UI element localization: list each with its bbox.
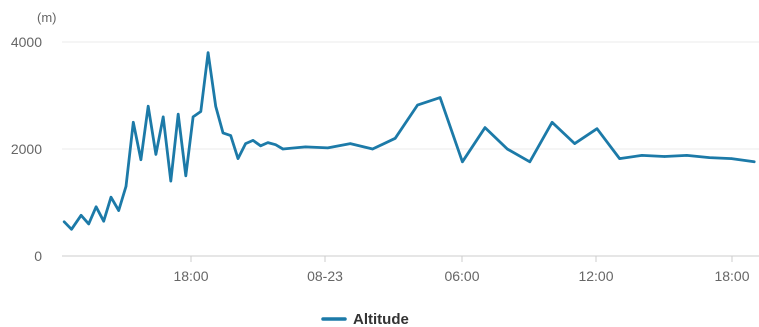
altitude-point [206,51,210,54]
altitude-point [251,139,255,142]
altitude-series-line [62,51,756,231]
altitude-point [70,228,73,231]
y-tick-label: 2000 [11,141,42,157]
altitude-point [229,134,232,137]
altitude-point [169,179,172,183]
x-tick-label: 12:00 [578,268,613,284]
altitude-point [259,144,262,147]
altitude-point [326,146,329,150]
altitude-point [394,137,397,140]
altitude-point [94,205,98,208]
altitude-point [62,220,66,223]
altitude-point [304,145,307,149]
altitude-point [371,147,374,151]
altitude-point [177,113,180,116]
altitude-point [753,160,756,163]
altitude-point [221,131,225,135]
altitude-point [438,96,442,99]
altitude-point [109,196,113,199]
altitude-point [124,185,128,188]
altitude-point [528,160,531,163]
altitude-point [550,121,554,124]
altitude-point [416,103,419,107]
gridlines [62,41,759,257]
altitude-point [618,157,621,160]
y-axis-unit-label: (m) [37,10,57,25]
altitude-point [184,174,187,177]
x-tick-label: 18:00 [714,268,749,284]
altitude-point [244,142,247,145]
altitude-point [663,155,666,158]
altitude-point [640,154,644,157]
altitude-point [708,156,711,159]
y-tick-label: 4000 [11,34,42,50]
altitude-point [236,157,240,160]
legend-label-altitude[interactable]: Altitude [353,311,409,327]
altitude-point [199,110,202,113]
altitude-data-points [62,51,756,231]
altitude-point [266,141,270,144]
altitude-point [281,147,285,151]
x-axis-ticks: 18:00 08-23 06:00 12:00 18:00 [173,256,750,284]
altitude-point [274,143,277,146]
altitude-point [132,121,135,124]
altitude-point [154,153,158,156]
y-tick-label: 0 [34,248,42,264]
legend[interactable]: Altitude [321,311,409,327]
altitude-point [685,154,688,157]
altitude-point [139,158,143,161]
altitude-point [461,160,464,163]
altitude-point [506,147,509,151]
altitude-point [162,115,165,119]
altitude-point [79,214,83,217]
altitude-point [214,105,217,108]
altitude-point [730,157,733,160]
altitude-point [349,142,352,145]
altitude-point [573,142,576,145]
x-tick-label: 06:00 [444,268,479,284]
x-tick-label: 08-23 [307,268,343,284]
altitude-point [595,127,599,130]
altitude-point [191,115,195,119]
altitude-point [147,105,150,108]
y-axis-ticks: 0 2000 4000 [11,34,42,264]
altitude-point [87,222,90,226]
altitude-point [117,209,120,212]
x-tick-label: 18:00 [173,268,208,284]
altitude-point [483,126,487,129]
altitude-point [102,220,105,223]
